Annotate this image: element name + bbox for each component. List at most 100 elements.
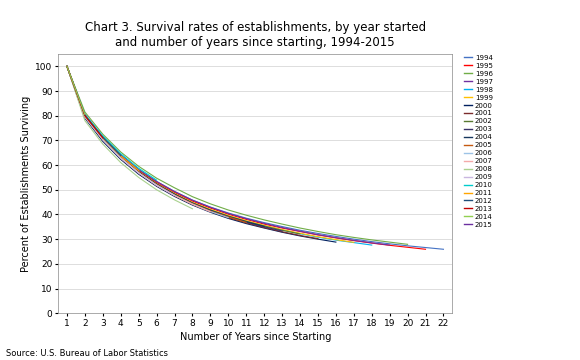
2002 [260, 224, 267, 228]
2001 [207, 209, 214, 213]
1999 [350, 240, 357, 244]
Line: 2005: 2005 [67, 66, 246, 222]
2014 [81, 112, 88, 117]
2002 [225, 214, 232, 219]
1996 [99, 132, 106, 136]
2002 [296, 232, 303, 236]
1995 [63, 64, 70, 68]
1996 [117, 150, 124, 154]
2006 [207, 209, 214, 213]
1997 [296, 229, 303, 233]
1994 [135, 168, 142, 172]
1996 [63, 64, 70, 68]
2012 [99, 135, 106, 140]
2008 [63, 64, 70, 68]
1997 [314, 233, 321, 237]
2004 [153, 182, 160, 186]
1998 [171, 192, 178, 196]
1996 [207, 202, 214, 206]
2000 [225, 216, 232, 221]
1998 [117, 156, 124, 160]
2000 [153, 184, 160, 189]
Y-axis label: Percent of Establishments Surviving: Percent of Establishments Surviving [21, 95, 31, 272]
2004 [225, 214, 232, 219]
1997 [117, 153, 124, 157]
1997 [207, 205, 214, 210]
2007 [189, 202, 196, 207]
1997 [368, 241, 375, 245]
2010 [153, 178, 160, 182]
2000 [189, 203, 196, 207]
1996 [189, 194, 196, 199]
2001 [296, 233, 303, 238]
2004 [207, 208, 214, 212]
2003 [171, 193, 178, 197]
1995 [189, 199, 196, 203]
1994 [225, 211, 232, 215]
Line: 2002: 2002 [67, 66, 300, 234]
2001 [99, 138, 106, 142]
2001 [171, 194, 178, 198]
1995 [117, 154, 124, 158]
2008 [189, 207, 196, 211]
1998 [350, 240, 357, 245]
X-axis label: Number of Years since Starting: Number of Years since Starting [180, 332, 331, 342]
1997 [189, 198, 196, 202]
2001 [225, 216, 232, 220]
2002 [63, 64, 70, 68]
Legend: 1994, 1995, 1996, 1997, 1998, 1999, 2000, 2001, 2002, 2003, 2004, 2005, 2006, 20: 1994, 1995, 1996, 1997, 1998, 1999, 2000… [464, 55, 493, 228]
2001 [278, 230, 285, 234]
1997 [99, 135, 106, 139]
1998 [260, 224, 267, 228]
Line: 2003: 2003 [67, 66, 282, 231]
2004 [189, 201, 196, 205]
2003 [99, 138, 106, 142]
2001 [153, 183, 160, 188]
1995 [350, 238, 357, 243]
1999 [314, 234, 321, 239]
2002 [117, 155, 124, 159]
2006 [153, 183, 160, 187]
2014 [63, 64, 70, 68]
2002 [153, 182, 160, 186]
2000 [243, 221, 250, 226]
1997 [171, 189, 178, 194]
1995 [243, 217, 250, 221]
2009 [117, 156, 124, 160]
2005 [243, 220, 250, 225]
2001 [117, 156, 124, 161]
1999 [117, 155, 124, 159]
Line: 2009: 2009 [67, 66, 175, 195]
2007 [153, 183, 160, 188]
1995 [260, 222, 267, 226]
1994 [81, 112, 88, 117]
2001 [260, 225, 267, 230]
1999 [296, 231, 303, 235]
2001 [63, 64, 70, 68]
1998 [314, 235, 321, 239]
2008 [171, 198, 178, 202]
1999 [332, 238, 339, 242]
2008 [117, 161, 124, 165]
1997 [135, 167, 142, 172]
Line: 1995: 1995 [67, 66, 426, 249]
1999 [243, 219, 250, 223]
2002 [243, 219, 250, 224]
2000 [278, 230, 285, 234]
2004 [99, 137, 106, 141]
2001 [81, 115, 88, 119]
1996 [296, 226, 303, 230]
2006 [99, 138, 106, 142]
1997 [332, 235, 339, 240]
2013 [63, 64, 70, 68]
1994 [278, 224, 285, 229]
Line: 2011: 2011 [67, 66, 139, 171]
1997 [243, 216, 250, 221]
1997 [81, 112, 88, 117]
2000 [135, 172, 142, 176]
1998 [189, 201, 196, 205]
1994 [404, 244, 411, 248]
Line: 2000: 2000 [67, 66, 336, 242]
2004 [81, 114, 88, 118]
2003 [225, 215, 232, 219]
